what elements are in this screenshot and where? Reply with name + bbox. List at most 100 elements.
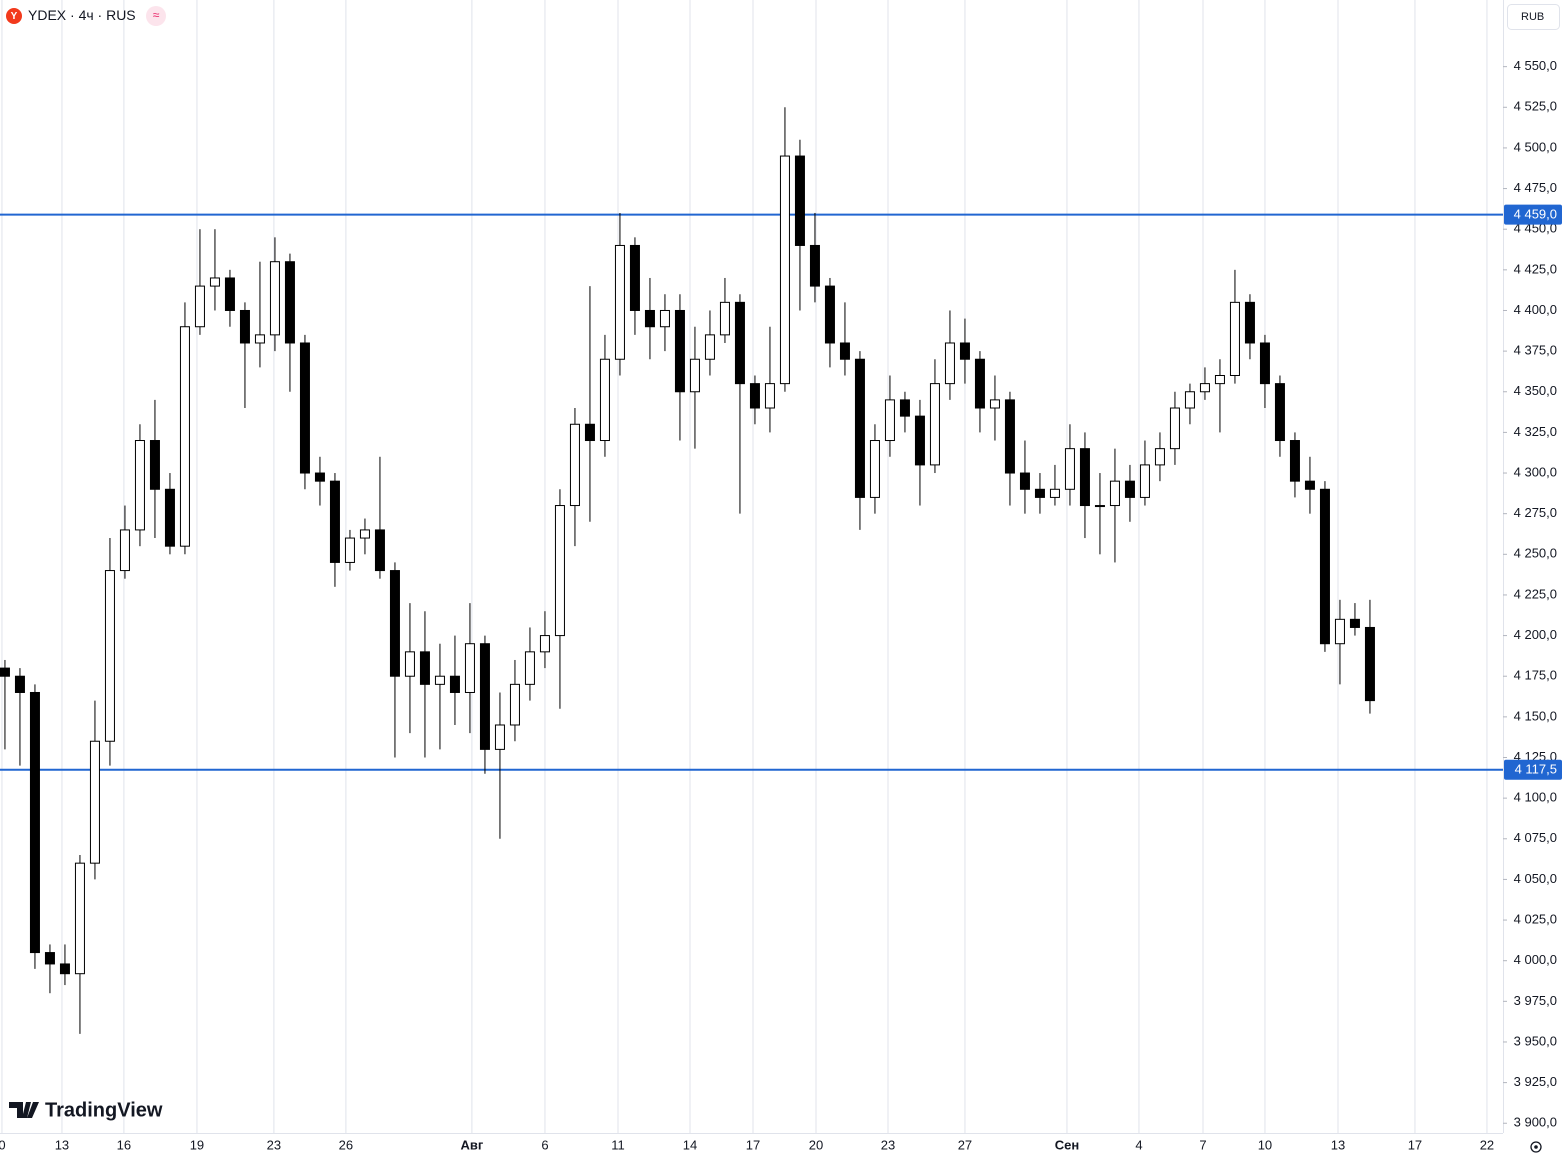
candle-body <box>1139 464 1150 498</box>
y-tick-label: 3 975,0 <box>1514 993 1557 1008</box>
x-tick-label: 20 <box>809 1137 823 1152</box>
x-tick-label: 0 <box>0 1137 6 1152</box>
candle-body <box>704 334 715 360</box>
candle-body <box>569 423 580 507</box>
y-tick-label: 4 525,0 <box>1514 99 1557 114</box>
candle-body <box>164 488 175 547</box>
y-tick-label: 4 550,0 <box>1514 58 1557 73</box>
badge[interactable]: ≈ <box>153 8 160 22</box>
candle-body <box>149 440 160 490</box>
x-tick-label: 11 <box>611 1137 625 1152</box>
candle-body <box>344 537 355 563</box>
level-label-bg <box>1504 204 1562 225</box>
header: Y YDEX · 4ч · RUS ≈ RUB <box>6 4 1560 30</box>
x-tick-label: 19 <box>190 1137 204 1152</box>
y-tick-label: 4 425,0 <box>1514 261 1557 276</box>
candle-body <box>659 309 670 328</box>
candle-body <box>554 505 565 637</box>
level-labels: 4 459,0 4 117,5 <box>1504 204 1562 780</box>
candle-body <box>434 675 445 685</box>
currency[interactable]: RUB <box>1521 11 1544 23</box>
candle-body <box>719 301 730 336</box>
settings[interactable] <box>1530 1141 1542 1153</box>
levels <box>0 213 1503 771</box>
badge-bg <box>146 6 166 26</box>
candle-body <box>389 570 400 677</box>
x-tick-label: 27 <box>958 1137 972 1152</box>
candle-body <box>614 244 625 360</box>
candle-body <box>209 277 220 287</box>
y-tick-label: 4 250,0 <box>1514 546 1557 561</box>
candle-body <box>734 301 745 385</box>
currency-box[interactable] <box>1507 4 1560 30</box>
candle-body <box>989 399 1000 409</box>
candle-body <box>14 675 25 693</box>
candle-body <box>1154 448 1165 466</box>
x-tick-label: 13 <box>55 1137 69 1152</box>
candle-body <box>689 358 700 393</box>
candle-body <box>1184 391 1195 409</box>
watermark-text: TradingView <box>45 1099 163 1121</box>
y-tick-label: 4 225,0 <box>1514 586 1557 601</box>
watermark-logo <box>9 1102 39 1118</box>
x-tick-label: 23 <box>881 1137 895 1152</box>
candle-body <box>0 667 10 677</box>
x-tick-label: 13 <box>1331 1137 1345 1152</box>
x-tick-label: 10 <box>1258 1137 1272 1152</box>
x-tick-label: 26 <box>339 1137 353 1152</box>
candle-body <box>1349 618 1360 628</box>
gear-center <box>1534 1145 1538 1149</box>
candle-body <box>1319 488 1330 645</box>
candle-body <box>959 342 970 360</box>
candle-body <box>89 740 100 864</box>
y-tick-label: 4 000,0 <box>1514 952 1557 967</box>
symbol-title[interactable]: YDEX · 4ч · RUS <box>28 7 136 23</box>
candle-body <box>1334 618 1345 645</box>
y-tick-label: 4 350,0 <box>1514 383 1557 398</box>
candle-body <box>809 244 820 287</box>
candle-body <box>104 570 115 742</box>
y-tick-label: 4 500,0 <box>1514 139 1557 154</box>
candle-body <box>1274 383 1285 442</box>
gear-icon[interactable] <box>1530 1141 1542 1153</box>
y-tick-label: 4 075,0 <box>1514 830 1557 845</box>
candle-body <box>1244 301 1255 344</box>
y-tick-label: 4 400,0 <box>1514 302 1557 317</box>
x-tick-label: 4 <box>1135 1137 1142 1152</box>
y-tick-label: 4 200,0 <box>1514 627 1557 642</box>
candle-body <box>59 963 70 975</box>
y-tick-label: 4 050,0 <box>1514 871 1557 886</box>
candle-body <box>224 277 235 311</box>
candle-body <box>599 358 610 442</box>
y-tick-label: 3 950,0 <box>1514 1033 1557 1048</box>
y-tick-label: 4 300,0 <box>1514 464 1557 479</box>
y-tick-label: 4 475,0 <box>1514 180 1557 195</box>
x-tick-label: 16 <box>117 1137 131 1152</box>
x-tick-label: 23 <box>267 1137 281 1152</box>
x-tick-label: 17 <box>1408 1137 1422 1152</box>
candle-body <box>899 399 910 417</box>
candle-body <box>1064 448 1075 490</box>
candle-body <box>944 342 955 385</box>
candle-body <box>1094 505 1105 508</box>
x-tick-label: 17 <box>746 1137 760 1152</box>
candle-body <box>1079 448 1090 507</box>
y-tick-label: 4 325,0 <box>1514 424 1557 439</box>
candle-body <box>1289 440 1300 482</box>
candle-body <box>74 862 85 975</box>
level-label-bg <box>1504 759 1562 780</box>
candle-body <box>119 529 130 572</box>
candle-body <box>1004 399 1015 474</box>
candle-body <box>1109 480 1120 507</box>
candle-body <box>419 651 430 685</box>
level-label: 4 459,0 <box>1514 207 1557 222</box>
candle-body <box>794 155 805 246</box>
candle-body <box>194 285 205 328</box>
candles <box>0 107 1375 1034</box>
x-tick-label: 7 <box>1199 1137 1206 1152</box>
level-label: 4 117,5 <box>1515 762 1557 777</box>
candle-body <box>299 342 310 474</box>
candle-body <box>374 529 385 572</box>
candle-body <box>584 423 595 442</box>
